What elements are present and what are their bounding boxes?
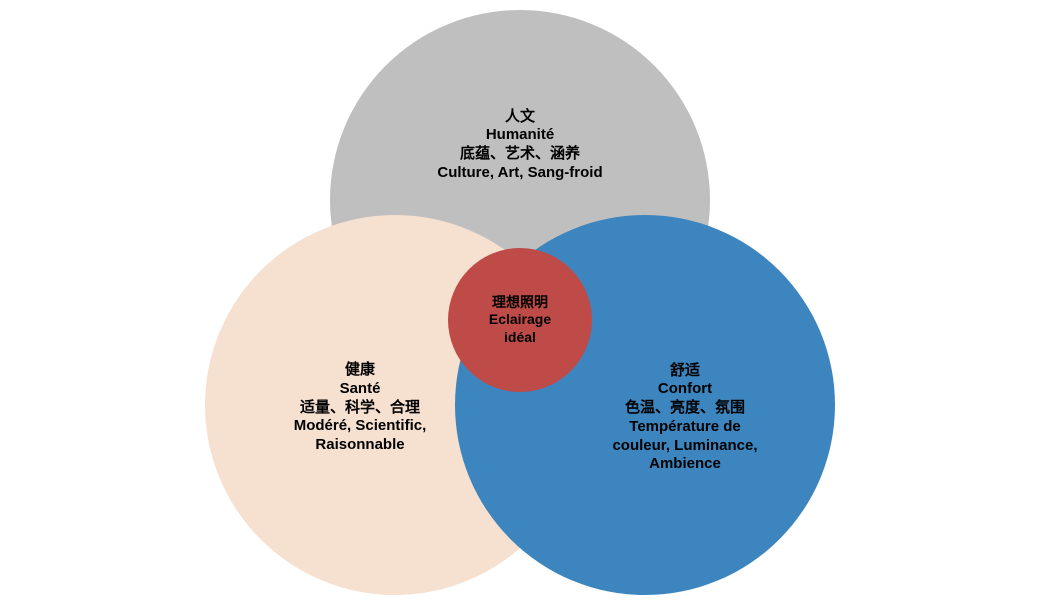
venn-diagram: 人文 Humanité 底蕴、艺术、涵养 Culture, Art, Sang-… xyxy=(0,0,1041,603)
venn-label-humanite: 人文 Humanité 底蕴、艺术、涵养 Culture, Art, Sang-… xyxy=(390,108,650,183)
venn-label-confort: 舒适 Confort 色温、亮度、氛围 Température de coule… xyxy=(575,362,795,475)
venn-label-center: 理想照明 Eclairage idéal xyxy=(455,294,585,347)
venn-label-sante: 健康 Santé 适量、科学、合理 Modéré, Scientific, Ra… xyxy=(250,361,470,455)
